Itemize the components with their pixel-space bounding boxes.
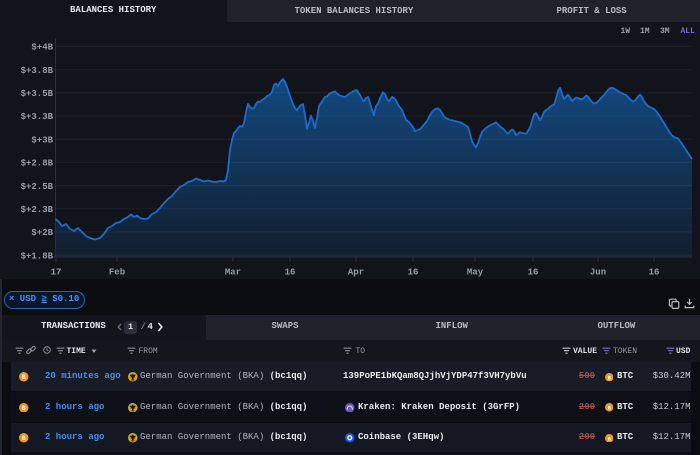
svg-text:$+2B: $+2B xyxy=(31,228,53,238)
svg-text:May: May xyxy=(467,268,484,278)
svg-text:$+3B: $+3B xyxy=(31,135,53,145)
svg-text:Mar: Mar xyxy=(225,268,241,278)
svg-text:B: B xyxy=(22,405,26,412)
svg-text:Feb: Feb xyxy=(109,268,125,278)
svg-text:16: 16 xyxy=(528,268,539,278)
svg-text:B: B xyxy=(607,404,611,411)
svg-text:$+3.8B: $+3.8B xyxy=(21,66,54,76)
svg-text:$+2.3B: $+2.3B xyxy=(21,205,54,215)
svg-text:$+2.8B: $+2.8B xyxy=(21,159,54,169)
svg-text:B: B xyxy=(607,435,611,442)
svg-text:B: B xyxy=(22,374,26,381)
svg-text:16: 16 xyxy=(649,268,660,278)
svg-text:16: 16 xyxy=(408,268,419,278)
svg-text:Apr: Apr xyxy=(348,268,364,278)
svg-text:17: 17 xyxy=(51,268,62,278)
svg-text:16: 16 xyxy=(285,268,296,278)
svg-text:$+3.3B: $+3.3B xyxy=(21,112,54,122)
svg-text:$+3.5B: $+3.5B xyxy=(21,89,54,99)
svg-text:B: B xyxy=(22,435,26,442)
svg-text:B: B xyxy=(607,374,611,381)
svg-text:$+4B: $+4B xyxy=(31,43,53,53)
svg-text:Jun: Jun xyxy=(590,268,606,278)
svg-text:$+2.5B: $+2.5B xyxy=(21,182,54,192)
svg-text:$+1.8B: $+1.8B xyxy=(21,251,54,261)
